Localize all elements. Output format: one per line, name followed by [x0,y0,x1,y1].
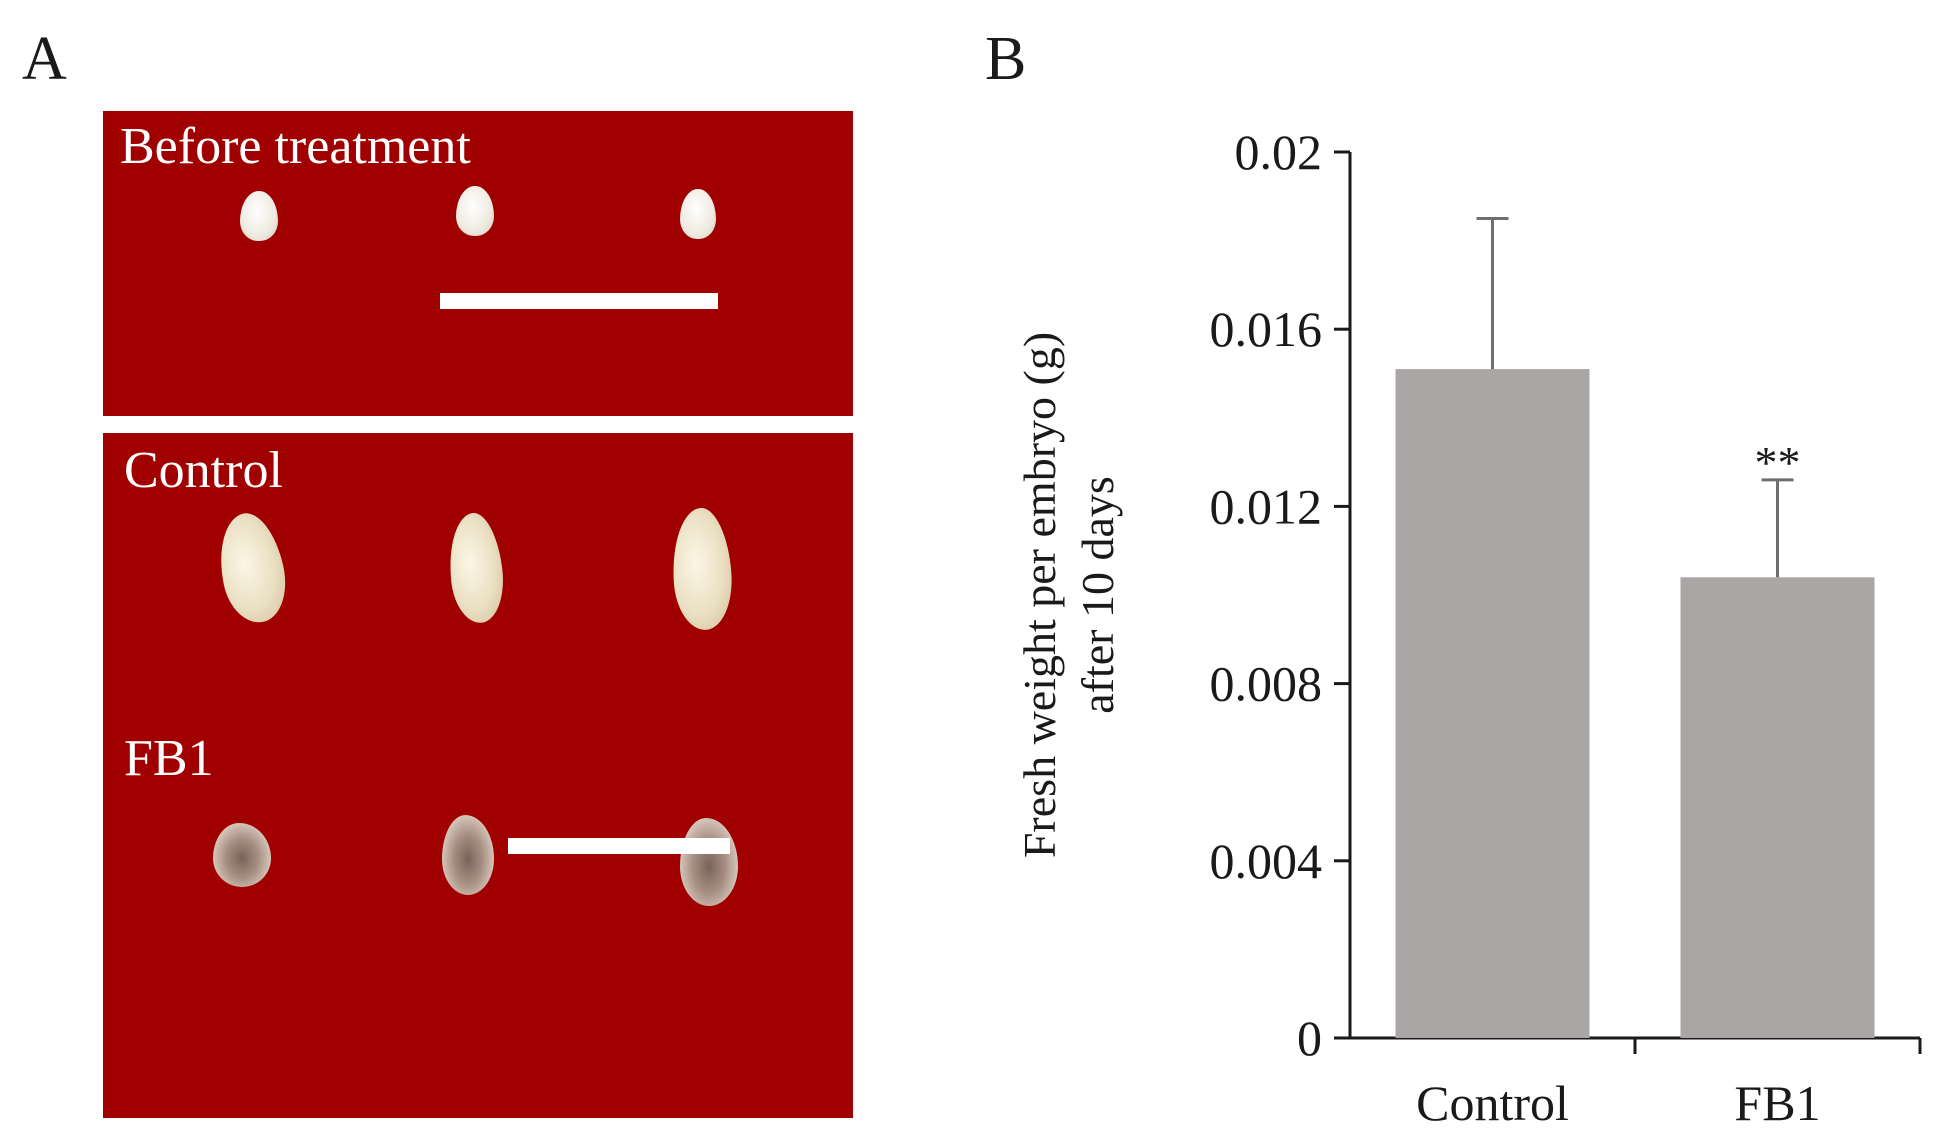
before-treatment-photo: Before treatment [103,111,853,416]
y-tick-label: 0.016 [1210,301,1323,357]
y-axis-title-line-2: after 10 days [1072,476,1123,714]
y-tick-label: 0.004 [1210,833,1323,889]
panel-b-letter: B [985,25,1027,93]
bars: ** [1395,216,1875,1038]
y-ticks: 0 0.004 0.008 0.012 0.016 0.02 [1210,124,1350,1066]
scale-bar [508,838,730,854]
y-axis-title-line-1: Fresh weight per embryo (g) [1014,332,1065,858]
fb1-embryo [442,815,494,895]
bar-control [1395,369,1590,1038]
significance-annotation: ** [1755,437,1801,488]
fb1-label: FB1 [124,730,214,787]
control-label: Control [124,442,283,499]
x-tick-label: FB1 [1734,1075,1820,1131]
bar-fb1 [1680,577,1875,1038]
seed-embryo [456,186,494,236]
y-tick-label: 0.012 [1210,478,1323,534]
before-treatment-label: Before treatment [120,118,471,175]
fb1-embryo [680,818,738,906]
panel-a-letter: A [22,25,67,93]
seed-embryo [240,191,278,241]
x-ticks: Control FB1 [1416,1038,1922,1131]
x-tick-label: Control [1416,1075,1569,1131]
y-tick-label: 0.008 [1210,656,1323,712]
scale-bar [440,293,718,309]
seed-embryo [680,189,716,239]
treatment-photo: Control FB1 [103,433,853,1118]
y-tick-label: 0 [1297,1010,1322,1066]
y-tick-label: 0.02 [1235,124,1323,180]
fb1-embryo [213,823,271,887]
